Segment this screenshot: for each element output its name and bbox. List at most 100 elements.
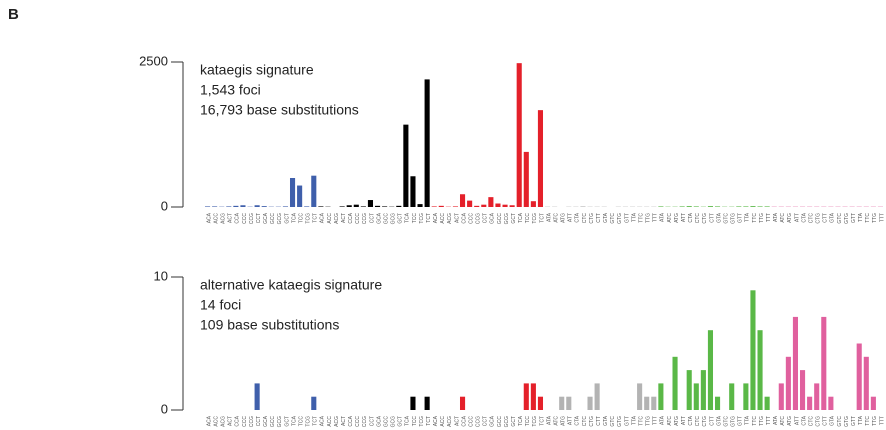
x-tick-label: GTC: [610, 213, 616, 224]
x-tick-label: TTC: [752, 213, 758, 223]
bar: [651, 396, 657, 410]
x-tick-label: TTA: [745, 212, 751, 222]
bar: [729, 383, 735, 410]
bar: [693, 206, 699, 207]
x-tick-label: CTG: [702, 213, 708, 224]
x-tick-label: TCA: [405, 212, 411, 223]
x-tick-label: TCT: [426, 213, 432, 223]
x-tick-label: GCC: [497, 416, 503, 428]
x-tick-label: CTG: [816, 213, 822, 224]
bar: [311, 175, 317, 207]
bar: [509, 205, 515, 207]
x-tick-label: ACA: [320, 415, 326, 426]
bar: [424, 396, 430, 410]
annotation: 14 foci: [200, 297, 241, 313]
x-tick-label: ATG: [561, 213, 567, 223]
x-tick-label: TTA: [858, 415, 864, 425]
x-tick-label: CTA: [801, 415, 807, 425]
x-tick-label: CTT: [709, 213, 715, 223]
x-tick-label: CCG: [362, 213, 368, 224]
x-tick-label: GTC: [723, 416, 729, 427]
bar: [736, 206, 742, 207]
bar: [424, 79, 430, 207]
bar: [261, 206, 267, 207]
bar: [289, 178, 296, 207]
x-tick-label: GTT: [738, 213, 744, 223]
bar: [658, 383, 664, 410]
x-tick-label: TCT: [426, 416, 432, 426]
x-tick-label: ACT: [341, 213, 347, 223]
x-tick-label: CCC: [355, 416, 361, 427]
x-tick-label: ACA: [433, 415, 439, 426]
x-tick-label: GCA: [263, 415, 269, 427]
bar: [587, 396, 593, 410]
x-tick-label: TTA: [745, 415, 751, 425]
x-tick-label: GTC: [837, 416, 843, 427]
bar: [353, 204, 359, 207]
x-tick-label: GTT: [624, 213, 630, 223]
x-tick-label: ACG: [221, 416, 227, 427]
x-tick-label: ATA: [546, 212, 552, 222]
bar: [778, 383, 784, 410]
x-tick-label: ATT: [568, 416, 574, 425]
x-tick-label: GCT: [398, 416, 404, 427]
annotation: kataegis signature: [200, 62, 314, 78]
y-tick-label: 2500: [139, 53, 168, 68]
x-tick-label: CTT: [709, 416, 715, 426]
x-tick-label: TCA: [291, 212, 297, 223]
bar: [863, 356, 869, 410]
x-tick-label: CCT: [369, 416, 375, 426]
x-tick-label: GTT: [851, 416, 857, 426]
bar: [870, 396, 876, 410]
x-tick-label: GCA: [376, 415, 382, 427]
x-tick-label: TTG: [872, 416, 878, 426]
x-tick-label: TTC: [865, 213, 871, 223]
x-tick-label: TCC: [412, 213, 418, 224]
bar: [396, 205, 402, 207]
x-tick-label: GCA: [263, 212, 269, 224]
bar: [530, 383, 536, 410]
bar: [637, 383, 643, 410]
bar: [807, 396, 813, 410]
x-tick-label: ATA: [660, 212, 666, 222]
x-tick-label: TCT: [313, 416, 319, 426]
x-tick-label: ATA: [773, 212, 779, 222]
x-tick-label: ATC: [667, 213, 673, 223]
x-tick-label: CCT: [369, 213, 375, 223]
bar: [297, 185, 303, 207]
x-tick-label: TTG: [646, 416, 652, 426]
x-tick-label: TCG: [532, 416, 538, 427]
x-tick-label: ACC: [327, 416, 333, 427]
bar: [523, 383, 529, 410]
bar: [403, 124, 409, 207]
bar: [254, 383, 260, 410]
bar: [502, 204, 508, 207]
x-tick-label: GTC: [837, 213, 843, 224]
x-tick-label: TTG: [872, 213, 878, 223]
bar: [282, 206, 289, 207]
bar: [686, 206, 692, 207]
bar: [474, 205, 480, 207]
x-tick-label: GTT: [624, 416, 630, 426]
x-tick-label: TTA: [631, 415, 637, 425]
x-tick-label: GCT: [511, 416, 517, 427]
x-tick-label: TCG: [306, 213, 312, 224]
x-tick-label: GTG: [617, 213, 623, 224]
bar: [792, 316, 799, 410]
bar: [537, 396, 544, 410]
x-tick-label: CCG: [362, 416, 368, 427]
x-tick-label: GCC: [497, 213, 503, 225]
x-tick-label: ATG: [787, 213, 793, 223]
bar: [743, 383, 749, 410]
bar: [467, 200, 473, 207]
bar: [410, 176, 416, 207]
x-tick-label: GCC: [270, 416, 276, 428]
x-tick-label: CTA: [575, 212, 581, 222]
bar: [318, 206, 324, 207]
x-tick-label: CCA: [348, 415, 354, 426]
x-tick-label: ATT: [568, 213, 574, 222]
x-tick-label: ACT: [228, 213, 234, 223]
x-tick-label: CCC: [242, 416, 248, 427]
x-tick-label: ATG: [674, 213, 680, 223]
